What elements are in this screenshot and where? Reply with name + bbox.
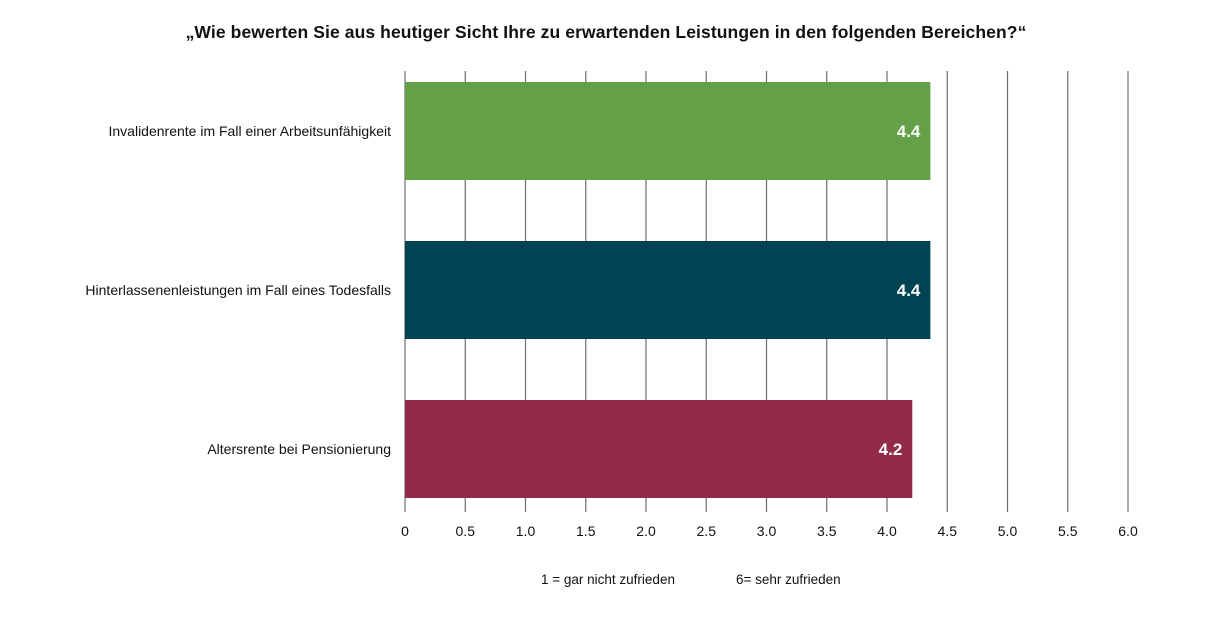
chart-title: „Wie bewerten Sie aus heutiger Sicht Ihr… — [185, 22, 1027, 42]
x-tick-label: 4.5 — [938, 523, 958, 539]
category-label: Hinterlassenenleistungen im Fall eines T… — [85, 282, 391, 298]
category-label: Altersrente bei Pensionierung — [207, 441, 391, 457]
x-tick-label: 3.0 — [757, 523, 777, 539]
x-tick-label: 4.0 — [877, 523, 897, 539]
x-tick-label: 5.5 — [1058, 523, 1078, 539]
bar — [405, 400, 913, 498]
bars — [405, 82, 931, 498]
scale-note-min: 1 = gar nicht zufrieden — [541, 572, 675, 587]
bar-value-label: 4.4 — [897, 281, 921, 300]
x-tick-label: 3.5 — [817, 523, 837, 539]
bar-value-label: 4.2 — [879, 440, 903, 459]
x-tick-label: 6.0 — [1118, 523, 1138, 539]
x-tick-label: 2.5 — [697, 523, 717, 539]
x-tick-label: 2.0 — [636, 523, 656, 539]
bar — [405, 82, 931, 180]
x-tick-label: 1.0 — [516, 523, 536, 539]
x-tick-label: 1.5 — [576, 523, 596, 539]
scale-note-max: 6= sehr zufrieden — [736, 572, 841, 587]
labels: 0 0.5 1.0 1.5 2.0 2.5 3.0 3.5 4.0 4.5 5.0 5.5 6.0 4.4… — [85, 122, 1138, 539]
bar-value-label: 4.4 — [897, 122, 921, 141]
x-tick-label: 0.5 — [456, 523, 476, 539]
bar — [405, 241, 931, 339]
category-label: Invalidenrente im Fall einer Arbeitsunfä… — [109, 123, 392, 139]
x-tick-label: 5.0 — [998, 523, 1018, 539]
x-tick-label: 0 — [401, 523, 409, 539]
